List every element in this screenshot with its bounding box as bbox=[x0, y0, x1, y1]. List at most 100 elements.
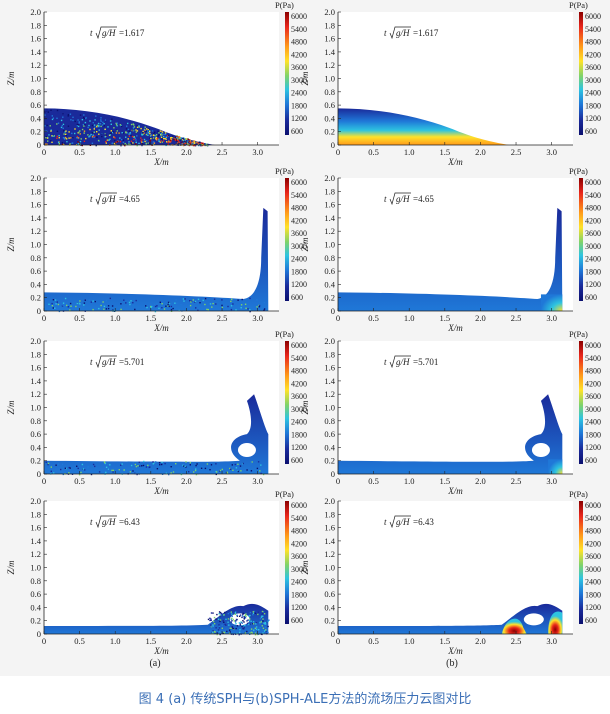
particle bbox=[144, 126, 146, 128]
colorbar-tick-label: 4800 bbox=[291, 38, 307, 47]
x-tick-label: 2.0 bbox=[475, 476, 486, 486]
particle bbox=[154, 136, 157, 139]
runup-jet bbox=[338, 207, 563, 311]
y-tick-label: 1.0 bbox=[30, 563, 41, 573]
particle bbox=[70, 116, 73, 118]
particle bbox=[246, 622, 249, 625]
particle bbox=[87, 126, 89, 129]
colorbar-tick-label: 3600 bbox=[291, 552, 307, 561]
particle bbox=[150, 137, 152, 140]
particle bbox=[136, 125, 138, 127]
particle bbox=[250, 463, 252, 465]
particle bbox=[130, 140, 133, 142]
particle bbox=[148, 132, 150, 134]
particle bbox=[96, 124, 98, 127]
y-tick-label: 1.8 bbox=[324, 186, 335, 196]
sqrt-sign bbox=[95, 515, 117, 529]
particle bbox=[51, 302, 53, 305]
particle bbox=[161, 463, 163, 466]
particle bbox=[76, 135, 79, 138]
y-axis-label: Z/m bbox=[300, 237, 310, 252]
particle bbox=[211, 632, 214, 634]
particle bbox=[50, 140, 52, 142]
y-tick-label: 1.4 bbox=[324, 376, 335, 386]
particle bbox=[176, 136, 178, 139]
particle bbox=[123, 143, 125, 146]
y-tick-label: 0.8 bbox=[324, 576, 335, 586]
particle bbox=[215, 303, 217, 305]
y-tick-label: 0 bbox=[331, 306, 335, 316]
particle bbox=[260, 464, 262, 466]
particle bbox=[232, 469, 234, 471]
particle bbox=[98, 471, 101, 473]
x-tick-label: 1.0 bbox=[404, 147, 415, 157]
particle bbox=[138, 136, 140, 139]
particle bbox=[188, 471, 190, 473]
particle bbox=[123, 299, 125, 301]
time-expression: g/H bbox=[396, 194, 410, 204]
y-tick-label: 0.2 bbox=[324, 127, 335, 137]
colorbar-tick-label: 600 bbox=[291, 616, 303, 625]
particle bbox=[127, 128, 130, 131]
particle bbox=[78, 302, 80, 305]
particle bbox=[168, 305, 170, 308]
particle bbox=[76, 302, 78, 305]
particle bbox=[129, 303, 131, 306]
colorbar-tick-label: 2400 bbox=[291, 418, 307, 427]
particle bbox=[79, 130, 81, 132]
particle bbox=[169, 141, 171, 143]
particle bbox=[179, 138, 181, 140]
particle bbox=[78, 122, 80, 124]
particle bbox=[85, 125, 88, 127]
particle bbox=[209, 623, 211, 625]
time-expression: g/H bbox=[102, 194, 116, 204]
particle bbox=[194, 300, 197, 303]
particle bbox=[209, 630, 212, 632]
y-tick-label: 2.0 bbox=[30, 173, 41, 183]
x-tick-label: 1.0 bbox=[404, 636, 415, 646]
particle bbox=[79, 300, 81, 302]
particle bbox=[69, 143, 71, 145]
particle bbox=[138, 131, 140, 133]
particle bbox=[231, 613, 233, 615]
particle bbox=[45, 109, 47, 111]
y-tick-label: 0 bbox=[331, 469, 335, 479]
particle bbox=[189, 462, 191, 464]
particle bbox=[100, 119, 102, 121]
particle bbox=[240, 621, 242, 623]
x-tick-label: 3.0 bbox=[546, 636, 557, 646]
particle bbox=[70, 137, 72, 139]
particle bbox=[52, 135, 54, 137]
y-tick-label: 1.4 bbox=[324, 536, 335, 546]
particle bbox=[101, 135, 103, 138]
particle bbox=[163, 308, 166, 310]
particle bbox=[140, 137, 142, 139]
particle bbox=[219, 619, 222, 621]
particle bbox=[133, 138, 135, 141]
y-tick-label: 1.2 bbox=[30, 60, 41, 70]
particle bbox=[87, 134, 89, 136]
particle bbox=[249, 623, 251, 625]
particle bbox=[212, 625, 214, 627]
particle bbox=[100, 117, 102, 119]
colorbar-tick-label: 5400 bbox=[585, 25, 601, 34]
particle bbox=[193, 471, 195, 473]
x-tick-label: 1.0 bbox=[110, 147, 121, 157]
particle bbox=[97, 122, 100, 125]
particle bbox=[178, 142, 180, 144]
particle bbox=[90, 133, 92, 136]
particle bbox=[132, 126, 135, 129]
particle bbox=[129, 143, 131, 146]
particle bbox=[170, 139, 172, 141]
time-value: =5.701 bbox=[413, 357, 438, 367]
particle bbox=[72, 116, 74, 118]
particle bbox=[252, 614, 254, 616]
particle bbox=[91, 132, 93, 134]
particle bbox=[135, 139, 137, 141]
particle bbox=[152, 463, 154, 465]
x-tick-label: 0 bbox=[42, 147, 46, 157]
particle bbox=[58, 134, 60, 137]
particle bbox=[181, 139, 184, 141]
y-tick-label: 0 bbox=[37, 306, 41, 316]
particle bbox=[225, 618, 227, 620]
